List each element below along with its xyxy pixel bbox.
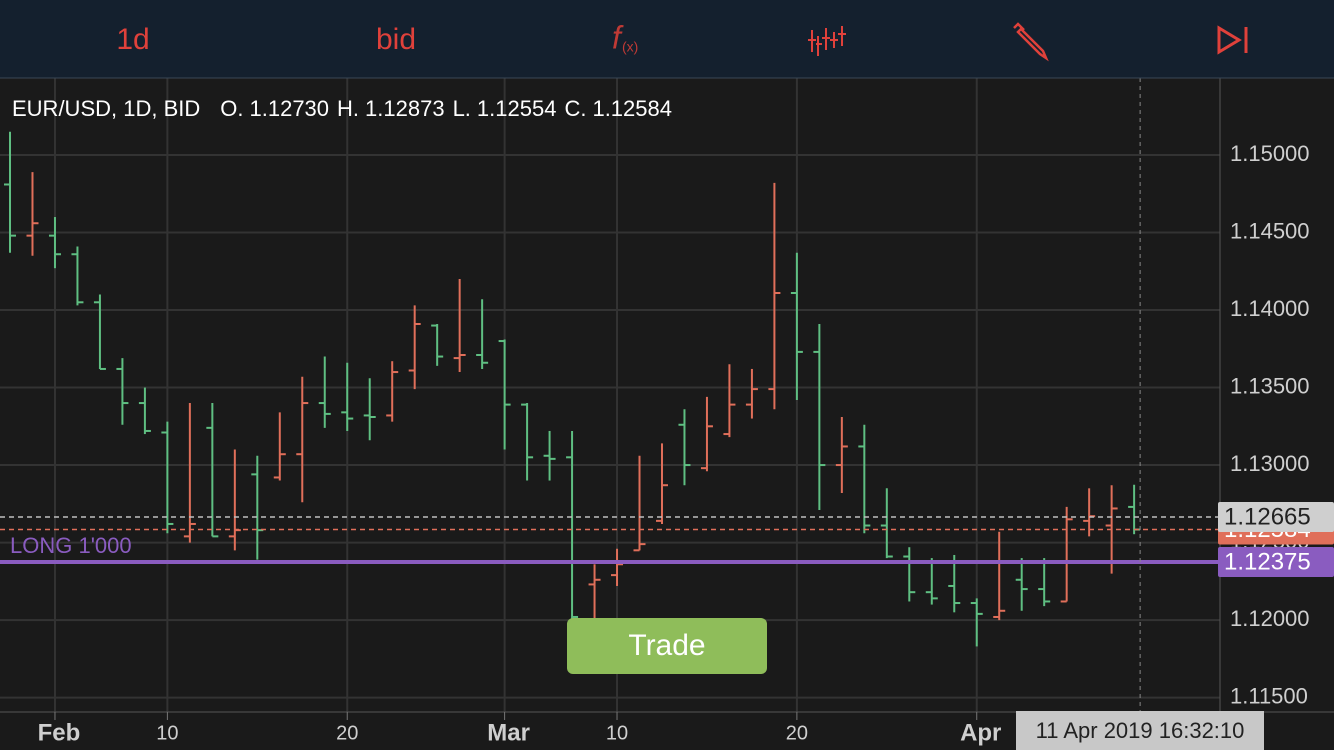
summary-value: 1.12873: [365, 96, 445, 121]
crosshair-date: 11 Apr 2019 16:32:10: [1036, 718, 1245, 743]
x-tick-label: Mar: [487, 719, 530, 746]
chart-title: EUR/USD, 1D, BID: [12, 96, 200, 121]
price-level-box: [1218, 501, 1334, 532]
y-tick-label: 1.13000: [1230, 451, 1310, 476]
x-tick-label: 10: [606, 722, 628, 744]
y-tick-label: 1.12000: [1230, 606, 1310, 631]
y-tick-label: 1.14000: [1230, 296, 1310, 321]
x-tick-label: 10: [156, 722, 178, 744]
x-tick-label: Apr: [960, 719, 1001, 746]
draw-button[interactable]: [1013, 22, 1049, 62]
toolbar: [0, 0, 1334, 78]
button-background: [567, 618, 767, 674]
price-level-label: 1.12375: [1224, 548, 1311, 575]
chart-type-button[interactable]: [808, 26, 846, 56]
summary-value: 1.12554: [477, 96, 557, 121]
y-tick-label: 1.13500: [1230, 373, 1310, 398]
y-tick-label: 1.15000: [1230, 141, 1310, 166]
x-tick-label: 20: [786, 722, 808, 744]
plot: LONG 1'000: [0, 78, 1220, 712]
x-tick-label: 20: [336, 722, 358, 744]
summary-label: L.: [453, 96, 471, 121]
crosshair-box: [1016, 711, 1264, 750]
ohlc-summary: EUR/USD, 1D, BID O. 1.12730 H. 1.12873 L. 1.12…: [12, 96, 672, 121]
trade-button[interactable]: Trade: [567, 618, 767, 674]
interval-button[interactable]: 1d: [116, 23, 149, 56]
icon-text: (x): [622, 39, 638, 55]
y-tick-label: 1.11500: [1230, 683, 1308, 708]
overlay: 1.115001.120001.125001.130001.135001.140…: [38, 141, 1334, 750]
price-level-label: 1.12665: [1224, 503, 1311, 530]
summary-value: 1.12730: [250, 96, 330, 121]
summary-label: O.: [220, 96, 243, 121]
x-tick-label: Feb: [38, 719, 81, 746]
button-label: Trade: [628, 629, 705, 662]
skip-to-end-button[interactable]: [1217, 25, 1248, 55]
price-type-button[interactable]: bid: [376, 23, 416, 56]
y-tick-label: 1.14500: [1230, 218, 1310, 243]
price-level-box: [1218, 546, 1334, 577]
summary-label: H.: [337, 96, 359, 121]
position-label: LONG 1'000: [10, 533, 132, 558]
summary-label: C.: [564, 96, 586, 121]
price-axis: [1220, 78, 1334, 712]
summary-value: 1.12584: [592, 96, 672, 121]
